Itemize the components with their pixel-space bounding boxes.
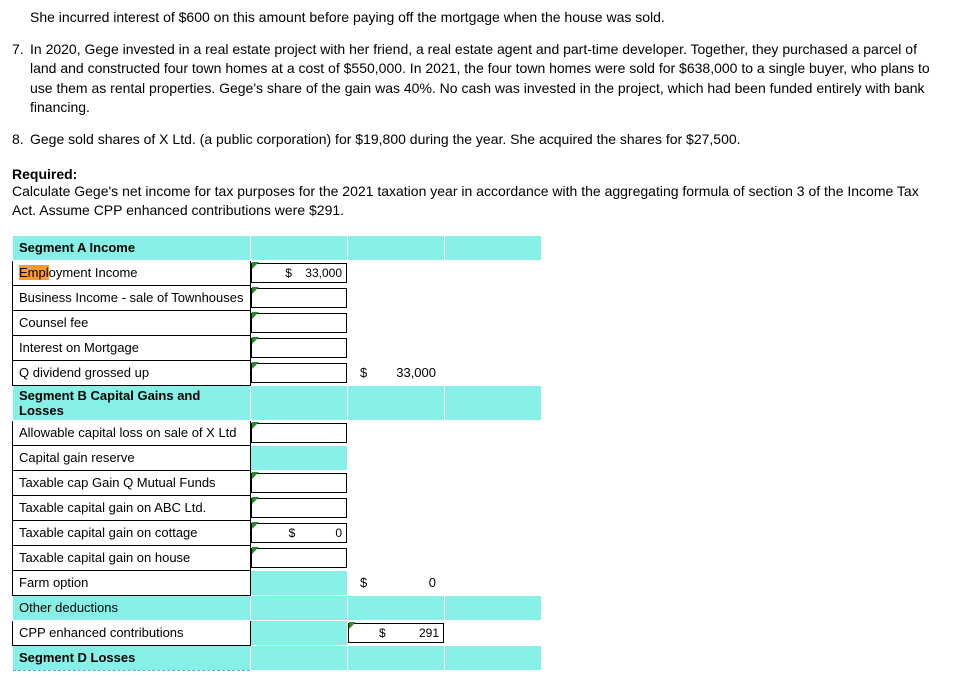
cell <box>251 620 348 645</box>
cell <box>445 570 542 595</box>
input-cell[interactable] <box>251 545 348 570</box>
xltd-loss-input[interactable] <box>251 423 347 443</box>
cpp-input[interactable] <box>348 623 444 643</box>
cell <box>348 310 445 335</box>
segment-d-header: Segment D Losses <box>13 645 251 670</box>
cell <box>348 595 445 620</box>
cell <box>348 285 445 310</box>
counsel-fee-input[interactable] <box>251 313 347 333</box>
cell <box>251 595 348 620</box>
segment-b-header: Segment B Capital Gains and Losses <box>13 385 251 420</box>
cell <box>348 495 445 520</box>
cell <box>445 285 542 310</box>
row-business-income: Business Income - sale of Townhouses <box>13 285 251 310</box>
row-farm-option: Farm option <box>13 570 251 595</box>
cell <box>348 545 445 570</box>
interest-mortgage-input[interactable] <box>251 338 347 358</box>
input-cell[interactable] <box>251 260 348 285</box>
segment-b-total: $0 <box>348 570 445 595</box>
cell <box>445 595 542 620</box>
input-cell[interactable] <box>251 335 348 360</box>
cell <box>445 310 542 335</box>
row-counsel-fee: Counsel fee <box>13 310 251 335</box>
cell <box>445 235 542 260</box>
cell <box>348 445 445 470</box>
row-cpp-contributions: CPP enhanced contributions <box>13 620 251 645</box>
cell <box>445 645 542 670</box>
segment-a-total: $33,000 <box>348 360 445 385</box>
cell <box>251 570 348 595</box>
house-gain-input[interactable] <box>251 548 347 568</box>
dividend-input[interactable] <box>251 363 347 383</box>
input-cell[interactable] <box>251 495 348 520</box>
cottage-gain-input[interactable] <box>251 523 347 543</box>
cell <box>251 235 348 260</box>
cell <box>445 470 542 495</box>
cell <box>445 360 542 385</box>
cell <box>251 645 348 670</box>
partial-line-top: She incurred interest of $600 on this am… <box>12 8 943 28</box>
cell <box>348 335 445 360</box>
cell <box>251 445 348 470</box>
cell <box>445 545 542 570</box>
cell <box>445 260 542 285</box>
list-item-8: 8. Gege sold shares of X Ltd. (a public … <box>12 130 943 150</box>
required-heading: Required: <box>12 166 943 182</box>
row-other-deductions: Other deductions <box>13 595 251 620</box>
input-cell[interactable] <box>251 470 348 495</box>
cell <box>445 420 542 445</box>
cell <box>445 520 542 545</box>
cell <box>445 445 542 470</box>
cell <box>348 235 445 260</box>
row-taxable-gain-cottage: Taxable capital gain on cottage <box>13 520 251 545</box>
cell <box>348 470 445 495</box>
cell <box>445 620 542 645</box>
cell <box>348 260 445 285</box>
cell <box>348 645 445 670</box>
cell <box>251 385 348 420</box>
cell <box>348 420 445 445</box>
row-dividend-grossed: Q dividend grossed up <box>13 360 251 385</box>
input-cell[interactable] <box>251 420 348 445</box>
list-number-7: 7. <box>12 40 30 118</box>
row-capital-gain-reserve: Capital gain reserve <box>13 445 251 470</box>
list-text-8: Gege sold shares of X Ltd. (a public cor… <box>30 130 943 150</box>
input-cell[interactable] <box>251 310 348 335</box>
segment-a-header: Segment A Income <box>13 235 251 260</box>
input-cell[interactable] <box>348 620 445 645</box>
list-item-7: 7. In 2020, Gege invested in a real esta… <box>12 40 943 118</box>
cell <box>348 385 445 420</box>
row-taxable-gain-abc: Taxable capital gain on ABC Ltd. <box>13 495 251 520</box>
cell <box>348 520 445 545</box>
row-interest-mortgage: Interest on Mortgage <box>13 335 251 360</box>
row-employment-income: Employment Income <box>13 260 251 285</box>
row-taxable-gain-house: Taxable capital gain on house <box>13 545 251 570</box>
business-income-input[interactable] <box>251 288 347 308</box>
input-cell[interactable] <box>251 285 348 310</box>
cell <box>445 385 542 420</box>
required-text: Calculate Gege's net income for tax purp… <box>12 182 943 221</box>
list-text-7: In 2020, Gege invested in a real estate … <box>30 40 943 118</box>
row-taxable-gain-q: Taxable cap Gain Q Mutual Funds <box>13 470 251 495</box>
abc-gain-input[interactable] <box>251 498 347 518</box>
input-cell[interactable] <box>251 520 348 545</box>
cell <box>445 335 542 360</box>
input-cell[interactable] <box>251 360 348 385</box>
qmutual-gain-input[interactable] <box>251 473 347 493</box>
row-allowable-loss-xltd: Allowable capital loss on sale of X Ltd <box>13 420 251 445</box>
income-worksheet: Segment A Income Employment Income Busin… <box>12 235 542 671</box>
cell <box>445 495 542 520</box>
employment-income-input[interactable] <box>251 263 347 283</box>
list-number-8: 8. <box>12 130 30 150</box>
